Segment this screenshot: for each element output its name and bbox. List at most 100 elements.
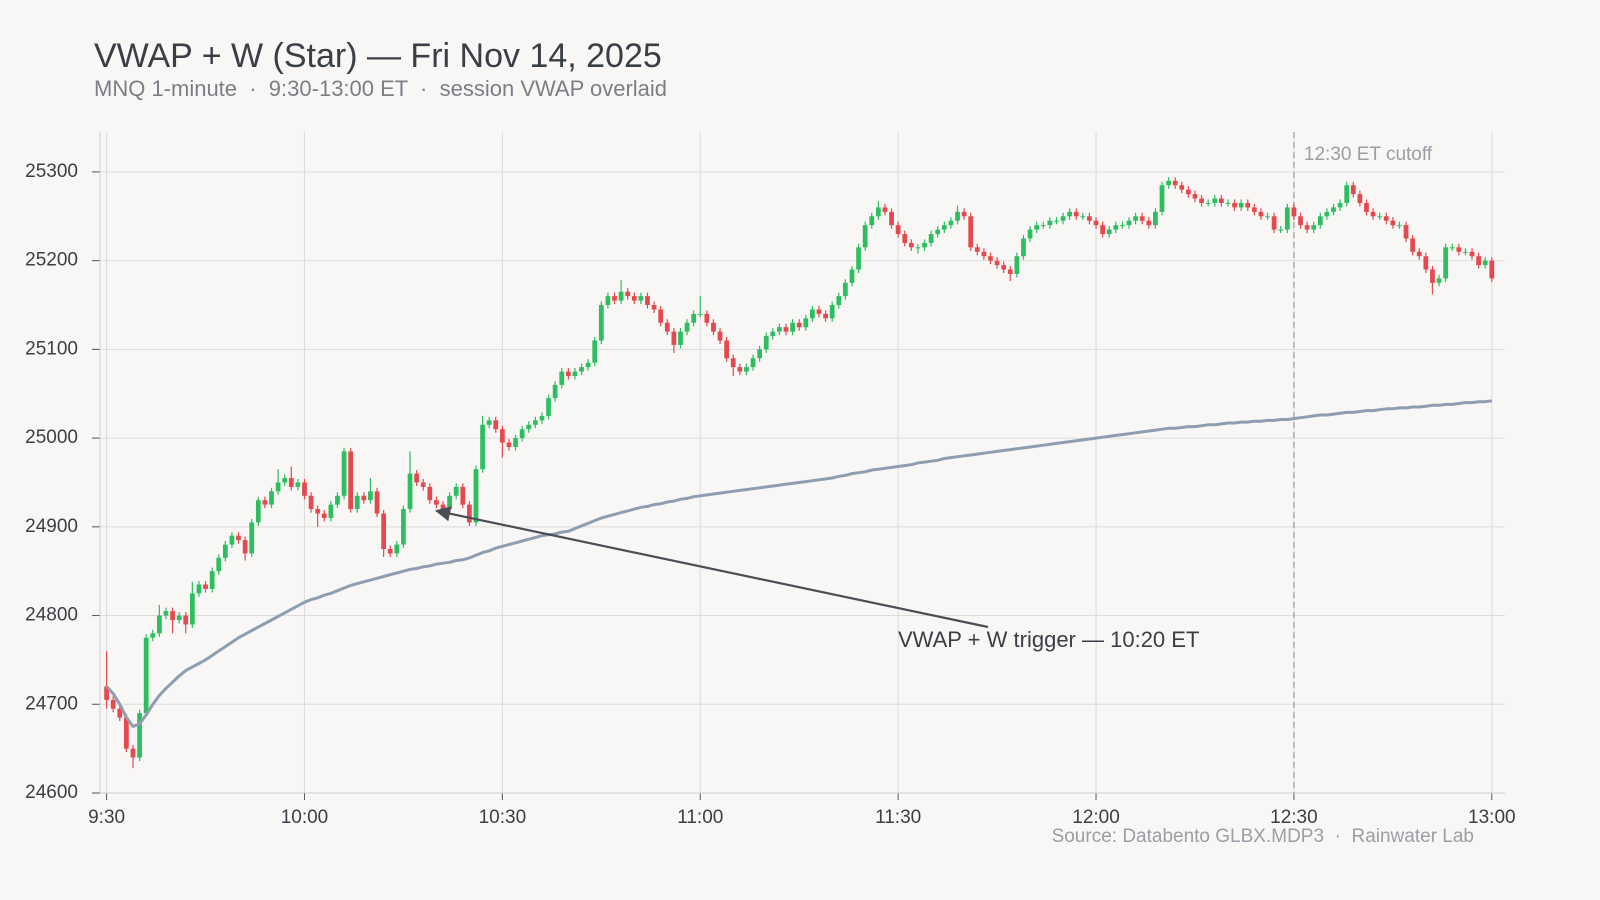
candle-body — [1449, 247, 1455, 249]
candle-body — [203, 584, 208, 589]
candle-body — [209, 571, 215, 589]
candle-body — [407, 473, 413, 510]
candle-body — [1463, 251, 1468, 253]
candle-body — [1040, 225, 1046, 227]
candle-body — [823, 313, 828, 319]
candle-body — [255, 500, 261, 523]
chart-title: VWAP + W (Star) — Fri Nov 14, 2025 — [94, 37, 662, 75]
candle-body — [1225, 202, 1231, 204]
candle-body — [1120, 225, 1125, 227]
candle-body — [315, 509, 321, 514]
x-tick-label: 11:00 — [677, 807, 723, 828]
candle-body — [592, 340, 598, 363]
candle-body — [460, 486, 466, 505]
y-tick-label: 24900 — [25, 516, 78, 537]
y-tick-label: 24800 — [25, 605, 78, 626]
candle-body — [216, 557, 222, 572]
candle-body — [935, 229, 941, 235]
candle-body — [750, 358, 756, 368]
candle-body — [1093, 220, 1099, 226]
candle-body — [1199, 198, 1204, 203]
candle-body — [104, 686, 109, 700]
candle-body — [988, 256, 993, 261]
candle-body — [1179, 185, 1185, 190]
y-tick-label: 25200 — [25, 250, 78, 271]
y-tick-label: 24600 — [25, 782, 78, 803]
candle-body — [1304, 225, 1310, 230]
candle-body — [1027, 229, 1033, 239]
candle-body — [724, 340, 730, 359]
candle-body — [552, 384, 558, 399]
candle-body — [493, 420, 499, 430]
candle-body — [922, 242, 927, 248]
candle-body — [1469, 251, 1475, 257]
candle-body — [1218, 198, 1224, 203]
candle-body — [1186, 189, 1191, 195]
candle-body — [1317, 216, 1323, 226]
candle-body — [579, 367, 584, 372]
candle-body — [1443, 247, 1449, 279]
candle-body — [638, 296, 644, 301]
candle-body — [196, 584, 202, 594]
x-tick-label: 12:30 — [1270, 807, 1318, 828]
candle-body — [763, 336, 769, 350]
source-note: Source: Databento GLBX.MDP3 · Rainwater … — [1052, 826, 1474, 847]
candle-body — [229, 535, 235, 545]
candle-body — [480, 424, 485, 470]
candle-body — [1212, 198, 1218, 203]
candle-body — [1073, 211, 1079, 217]
candle-body — [269, 491, 274, 505]
candle-body — [711, 322, 716, 332]
candle-body — [1311, 225, 1317, 230]
candle-body — [1390, 220, 1396, 226]
candle-body — [1291, 207, 1297, 217]
candle-body — [1377, 216, 1383, 218]
x-tick-label: 10:30 — [479, 807, 527, 828]
candle-body — [1482, 260, 1488, 266]
candle-body — [117, 708, 123, 718]
candle-body — [1258, 211, 1264, 217]
candle-body — [262, 500, 268, 505]
candle-body — [1007, 269, 1013, 274]
candle-body — [302, 482, 307, 496]
candle-body — [598, 305, 604, 341]
candle-body — [1014, 256, 1020, 274]
candle-body — [1265, 216, 1270, 218]
candle-body — [143, 637, 149, 714]
candle-body — [691, 313, 697, 323]
candle-body — [1047, 220, 1053, 226]
candle-body — [183, 615, 189, 625]
candle-body — [434, 500, 439, 505]
annotation-arrow — [434, 506, 989, 629]
candle-body — [790, 322, 795, 332]
candle-body — [1034, 225, 1040, 230]
candle-body — [1139, 216, 1145, 221]
candle-body — [401, 509, 406, 545]
candle-body — [526, 424, 532, 430]
candle-body — [1133, 216, 1138, 221]
candle-body — [1106, 229, 1112, 235]
candle-body — [1416, 251, 1422, 257]
candle-body — [499, 429, 505, 443]
cutoff-label: 12:30 ET cutoff — [1304, 144, 1433, 165]
candle-body — [869, 216, 875, 226]
candle-body — [124, 717, 129, 749]
candle-body — [684, 322, 690, 332]
candle-body — [427, 486, 433, 501]
candle-body — [1192, 194, 1198, 199]
candle-body — [176, 615, 182, 620]
x-tick-label: 9:30 — [88, 807, 125, 828]
candle-body — [1324, 211, 1330, 217]
candle-body — [1364, 202, 1369, 212]
candle-body — [275, 482, 281, 492]
candle-body — [1410, 238, 1416, 252]
candle-body — [473, 469, 479, 523]
candle-body — [1067, 211, 1073, 217]
candle-body — [1357, 194, 1363, 203]
candle-body — [974, 247, 980, 252]
candle-body — [697, 313, 703, 315]
candle-body — [1251, 207, 1257, 212]
candle-body — [612, 296, 617, 301]
candle-body — [1344, 185, 1350, 203]
